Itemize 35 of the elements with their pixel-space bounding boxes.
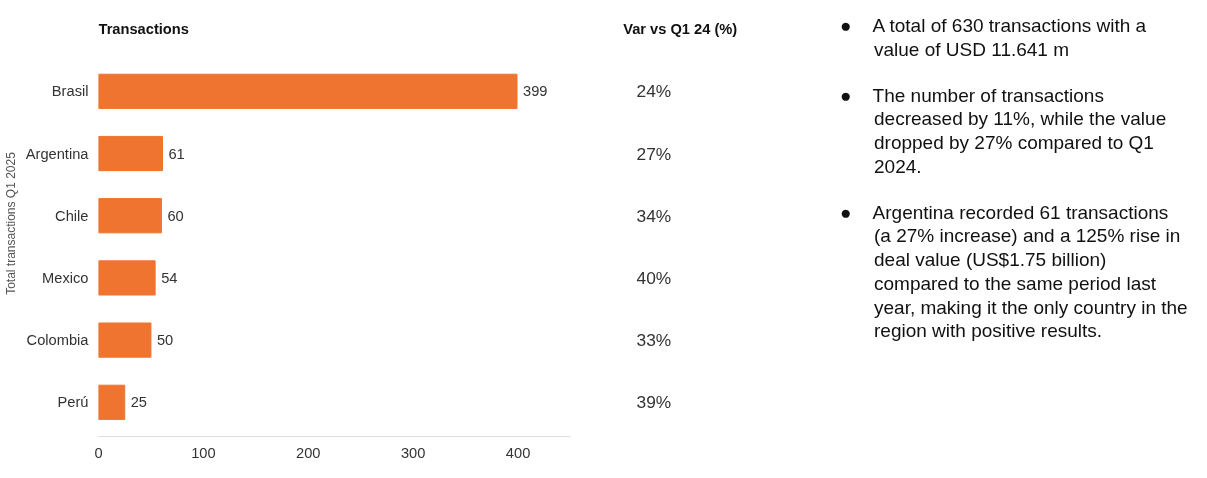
text: 27%: [636, 143, 672, 164]
x-tick-label: 0: [94, 444, 103, 461]
y-tick-label: Mexico: [42, 269, 89, 286]
data-label: 25: [130, 394, 148, 411]
y-tick-label: Argentina: [25, 145, 90, 162]
text: 33%: [636, 330, 672, 351]
text: 34%: [636, 205, 672, 226]
x-tick-label: 100: [191, 444, 216, 461]
data-label: 60: [167, 207, 184, 224]
text: 40%: [636, 267, 672, 288]
text: ● The number of transactions decreased by 11%, while the value dropped by 27% compared to Q1 2024.: [840, 83, 1168, 179]
bar: [98, 135, 163, 172]
x-tick-label: 300: [400, 444, 426, 461]
data-label: 54: [161, 269, 178, 286]
text: ● A total of 630 transactions with a value of USD 11.641 m: [840, 14, 1148, 62]
data-label: 399: [523, 83, 548, 100]
y-axis-title: Total transactions Q1 2025: [3, 151, 18, 295]
y-tick-label: Perú: [57, 394, 89, 411]
x-tick-label: 200: [296, 444, 321, 461]
data-label: 50: [156, 332, 174, 349]
text: ● Argentina recorded 61 transactions (a 27% increase) and a 125% rise in deal value (US$1.75 billion) compared to the same period last year, making it the only country in the region with positive results.: [840, 200, 1189, 343]
chart-title: Transactions: [98, 21, 189, 38]
y-tick-label: Chile: [55, 207, 89, 224]
bar: [98, 384, 126, 420]
y-tick-label: Brasil: [51, 83, 89, 100]
text: Var vs Q1 24 (%): [623, 21, 738, 38]
bar: [98, 322, 152, 358]
bar: [98, 73, 518, 109]
text: 39%: [636, 392, 672, 413]
data-label: 61: [168, 145, 185, 162]
text: 24%: [636, 81, 672, 102]
bar: [98, 198, 162, 234]
y-tick-label: Colombia: [26, 332, 90, 349]
x-tick-label: 400: [505, 444, 531, 461]
bar: [98, 260, 156, 296]
